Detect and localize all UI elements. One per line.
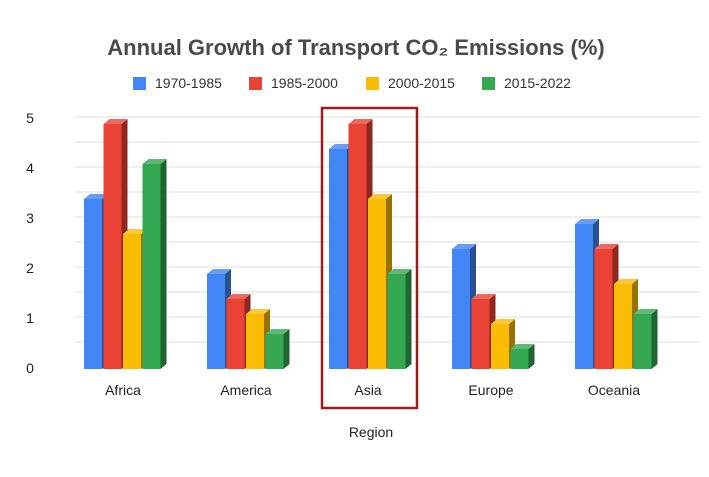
bar-top	[387, 269, 412, 274]
bar-top	[594, 244, 619, 249]
legend: 1970-1985 1985-2000 2000-2015 2015-2022	[133, 75, 571, 91]
bar-front	[348, 124, 367, 369]
bar-front	[142, 164, 161, 369]
bar-top	[471, 294, 496, 299]
bar-front	[226, 299, 245, 369]
bar-top	[84, 194, 108, 199]
y-axis-ticks: 0 1 2 3 4 5	[26, 110, 34, 376]
legend-label-1970-1985: 1970-1985	[155, 75, 222, 91]
x-tick-label-America: America	[220, 382, 272, 398]
bar-top	[614, 279, 638, 284]
y-tick-label: 4	[26, 160, 34, 176]
y-tick-label: 3	[26, 210, 34, 226]
bar-side	[405, 269, 412, 369]
legend-label-2015-2022: 2015-2022	[504, 75, 571, 91]
legend-label-2000-2015: 2000-2015	[388, 75, 455, 91]
bar-side	[283, 329, 290, 369]
x-axis-ticks: Africa America Asia Europe Oceania	[105, 382, 640, 398]
bar-top	[575, 219, 599, 224]
bar-front	[387, 274, 406, 369]
bar-America-2015-2022	[265, 329, 290, 369]
bar-top	[265, 329, 290, 334]
bar-front	[368, 199, 386, 369]
bars	[84, 119, 658, 369]
bar-side	[528, 344, 535, 369]
bar-top	[207, 269, 231, 274]
x-axis-label: Region	[349, 424, 393, 440]
y-tick-label: 1	[26, 310, 34, 326]
bar-Europe-2015-2022	[510, 344, 535, 369]
bar-top	[348, 119, 373, 124]
chart-title: Annual Growth of Transport CO₂ Emissions…	[107, 35, 604, 60]
bar-front	[575, 224, 593, 369]
bar-front	[510, 349, 529, 369]
legend-label-1985-2000: 1985-2000	[271, 75, 338, 91]
bar-front	[452, 249, 470, 369]
bar-top	[329, 144, 353, 149]
legend-swatch-2015-2022	[482, 77, 495, 90]
bar-front	[594, 249, 613, 369]
bar-side	[651, 309, 658, 369]
bar-top	[368, 194, 392, 199]
legend-swatch-2000-2015	[366, 77, 379, 90]
bar-top	[103, 119, 128, 124]
bar-front	[84, 199, 102, 369]
bar-top	[226, 294, 251, 299]
bar-front	[329, 149, 347, 369]
bar-front	[246, 314, 264, 369]
bar-top	[142, 159, 167, 164]
bar-Africa-2015-2022	[142, 159, 167, 369]
bar-Oceania-2015-2022	[633, 309, 658, 369]
bar-front	[207, 274, 225, 369]
bar-front	[614, 284, 632, 369]
bar-top	[491, 319, 515, 324]
x-tick-label-Asia: Asia	[354, 382, 381, 398]
bar-front	[491, 324, 509, 369]
bar-top	[633, 309, 658, 314]
y-tick-label: 0	[26, 360, 34, 376]
bar-top	[246, 309, 270, 314]
legend-swatch-1970-1985	[133, 77, 146, 90]
bar-top	[123, 229, 147, 234]
highlight-box	[320, 106, 419, 410]
bar-side	[160, 159, 167, 369]
bar-front	[471, 299, 490, 369]
bar-front	[103, 124, 122, 369]
x-tick-label-Oceania: Oceania	[588, 382, 640, 398]
bar-top	[452, 244, 476, 249]
x-tick-label-Africa: Africa	[105, 382, 141, 398]
bar-front	[633, 314, 652, 369]
bar-Asia-2015-2022	[387, 269, 412, 369]
bar-front	[265, 334, 284, 369]
x-tick-label-Europe: Europe	[468, 382, 513, 398]
y-tick-label: 5	[26, 110, 34, 126]
bar-top	[510, 344, 535, 349]
y-tick-label: 2	[26, 260, 34, 276]
bar-front	[123, 234, 141, 369]
legend-swatch-1985-2000	[249, 77, 262, 90]
